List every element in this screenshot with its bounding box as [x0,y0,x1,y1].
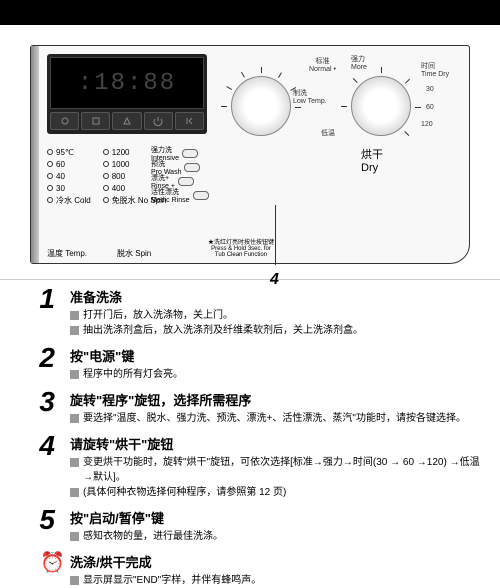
bottom-labels: 温度 Temp. 脱水 Spin [47,248,151,259]
dial-label: 60 [426,104,434,111]
temp-option: 30 [47,182,91,194]
step-title: 按"启动/暂停"键 [70,508,480,527]
temp-label: 温度 Temp. [47,248,87,259]
dial-label: 强力 More [351,54,367,71]
display-digits: :18:88 [78,70,176,97]
press-hold-note: ★洗红灯亮时按住按钮键 Press & Hold 3sec. for Tub C… [191,237,291,258]
step-number: 3 [20,388,70,426]
step-title: 准备洗涤 [70,287,480,306]
step-number: 5 [20,506,70,544]
step: 3旋转"程序"旋钮，选择所需程序要选择"温度、脱水、强力洗、预洗、漂洗+、活性漂… [20,388,480,426]
panel-button [144,112,173,130]
step-detail: 变更烘干功能时，旋转"烘干"旋钮，可依次选择[标准→强力→时间(30 → 60 … [70,455,480,485]
dial-label: 30 [426,86,434,93]
dial-label: 标准 Normal • [309,56,336,73]
function-options: 强力洗 Intensive预洗 Pro Wash漂洗+ Rinse +活性漂洗 … [151,146,209,202]
dial-label: 120 [421,121,433,128]
panel-button [50,112,79,130]
step-number: 4 [20,432,70,500]
spin-label: 脱水 Spin [117,248,151,259]
step-detail: 程序中的所有灯会亮。 [70,367,480,382]
callout-arrow-4: 4 [270,271,279,289]
step-number: 1 [20,285,70,338]
program-dial [231,76,291,136]
step-detail: 显示屏显示"END"字样，并伴有蜂鸣声。 [70,573,480,588]
step-detail: 打开门后，放入洗涤物，关上门。 [70,308,480,323]
dial-label: 低温 [321,128,335,138]
step: 1准备洗涤打开门后，放入洗涤物，关上门。抽出洗涤剂盒后，放入洗涤剂及纤维柔软剂后… [20,285,480,338]
step-detail: 抽出洗涤剂盒后，放入洗涤剂及纤维柔软剂后，关上洗涤剂盒。 [70,323,480,338]
step: 5按"启动/暂停"键感知衣物的量，进行最佳洗涤。 [20,506,480,544]
dial-label: 时间 Time Dry [421,61,449,78]
control-panel-diagram: :18:88 标准 N [0,25,500,280]
step: 2按"电源"键程序中的所有灯会亮。 [20,344,480,382]
step-title: 洗涤/烘干完成 [70,552,480,571]
digital-display: :18:88 [50,57,204,109]
step-number: 2 [20,344,70,382]
step-title: 请旋转"烘干"旋钮 [70,434,480,453]
step: 4请旋转"烘干"旋钮变更烘干功能时，旋转"烘干"旋钮，可依次选择[标准→强力→时… [20,432,480,500]
step-title: 按"电源"键 [70,346,480,365]
temp-option: 冷水 Cold [47,194,91,206]
temp-option: 95℃ [47,146,91,158]
temp-option: 40 [47,170,91,182]
function-option: 活性漂洗 Medic Rinse [151,188,209,202]
instruction-steps: 1准备洗涤打开门后，放入洗涤物，关上门。抽出洗涤剂盒后，放入洗涤剂及纤维柔软剂后… [0,280,500,588]
panel-button [81,112,110,130]
step: ⏰洗涤/烘干完成显示屏显示"END"字样，并伴有蜂鸣声。 [20,550,480,588]
step-title: 旋转"程序"旋钮，选择所需程序 [70,390,480,409]
dry-dial [351,76,411,136]
panel-button [112,112,141,130]
step-detail: 要选择"温度、脱水、强力洗、预洗、漂洗+、活性漂洗、蒸汽"功能时，请按各键选择。 [70,411,480,426]
clock-icon: ⏰ [40,550,70,588]
temp-option: 60 [47,158,91,170]
dial-label: 制洗 Low Temp. [293,88,327,105]
top-bar [0,0,500,25]
display-unit: :18:88 [47,54,207,134]
dry-label: 烘干 Dry [361,146,383,174]
step-detail: 感知衣物的量，进行最佳洗涤。 [70,529,480,544]
temp-spin-options: 95℃604030冷水 Cold 12001000800400免脱水 No Sp… [47,146,166,206]
panel-button [175,112,204,130]
step-detail: (具体何种衣物选择何种程序，请参照第 12 页) [70,485,480,500]
